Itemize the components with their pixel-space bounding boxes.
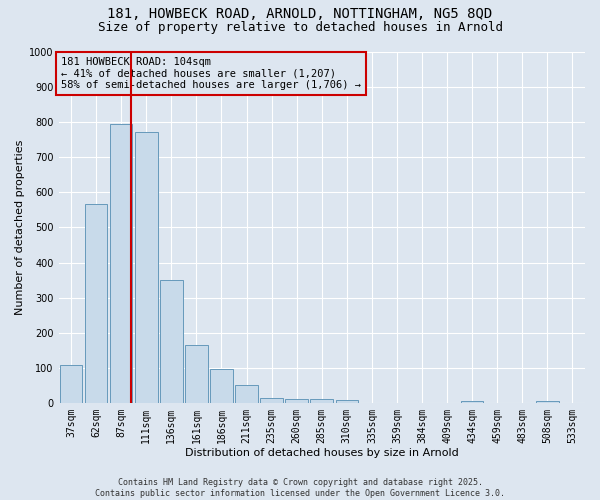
Text: 181 HOWBECK ROAD: 104sqm
← 41% of detached houses are smaller (1,207)
58% of sem: 181 HOWBECK ROAD: 104sqm ← 41% of detach… [61, 57, 361, 90]
Bar [160, 280, 182, 403]
Bar [110, 124, 133, 403]
Bar [536, 401, 559, 403]
Bar [210, 370, 233, 403]
Bar [60, 364, 82, 403]
Bar [310, 400, 333, 403]
Bar [185, 345, 208, 403]
Text: Size of property relative to detached houses in Arnold: Size of property relative to detached ho… [97, 21, 503, 34]
Bar [461, 401, 484, 403]
Text: 181, HOWBECK ROAD, ARNOLD, NOTTINGHAM, NG5 8QD: 181, HOWBECK ROAD, ARNOLD, NOTTINGHAM, N… [107, 8, 493, 22]
Bar [85, 204, 107, 403]
X-axis label: Distribution of detached houses by size in Arnold: Distribution of detached houses by size … [185, 448, 458, 458]
Bar [286, 400, 308, 403]
Bar [235, 385, 258, 403]
Y-axis label: Number of detached properties: Number of detached properties [15, 140, 25, 315]
Text: Contains HM Land Registry data © Crown copyright and database right 2025.
Contai: Contains HM Land Registry data © Crown c… [95, 478, 505, 498]
Bar [260, 398, 283, 403]
Bar [335, 400, 358, 403]
Bar [135, 132, 158, 403]
